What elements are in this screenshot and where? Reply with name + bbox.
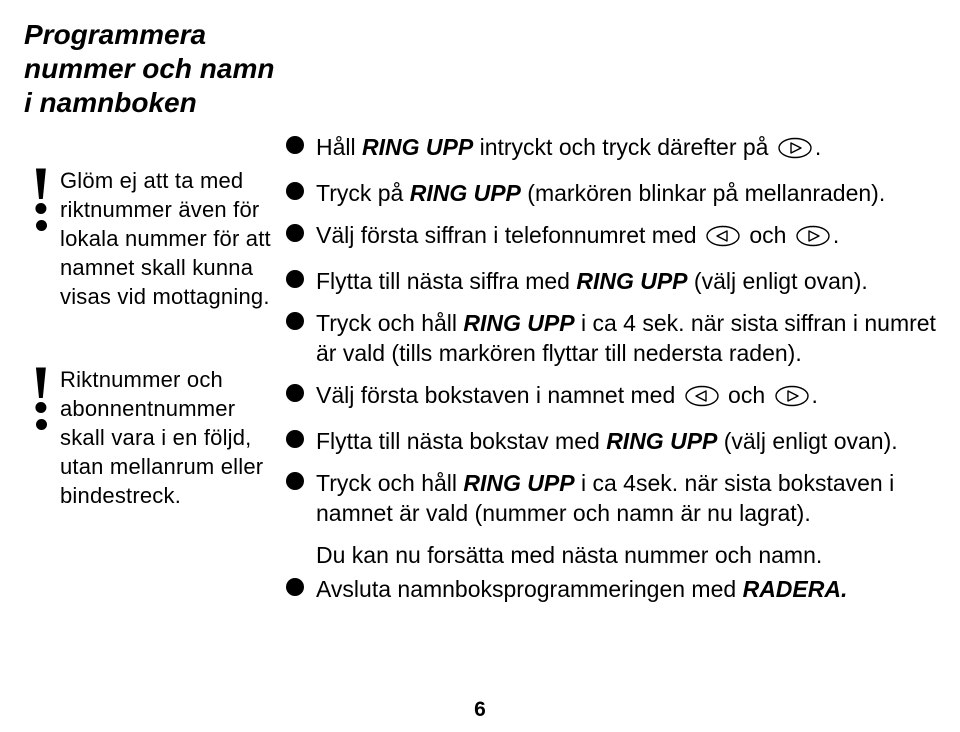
- bullet-icon: [286, 270, 304, 288]
- kw-ring-upp: RING UPP: [410, 180, 521, 206]
- page-number: 6: [0, 698, 960, 722]
- period: .: [833, 222, 839, 248]
- right-column: Håll RING UPP intryckt och tryck därefte…: [286, 132, 936, 616]
- bullet-icon: [286, 224, 304, 242]
- item-text: Tryck och håll RING UPP i ca 4sek. när s…: [316, 468, 936, 528]
- bullet-icon: [286, 182, 304, 200]
- bullet-icon: [286, 384, 304, 402]
- item-text: Avsluta namnboksprogrammeringen med RADE…: [316, 574, 847, 604]
- kw-ring-upp: RING UPP: [463, 310, 574, 336]
- list-item: Flytta till nästa bokstav med RING UPP (…: [286, 426, 936, 456]
- bullet-icon: [286, 136, 304, 154]
- txt: Tryck och håll: [316, 470, 463, 496]
- right-button-icon: [777, 136, 813, 166]
- period: .: [815, 134, 821, 160]
- right-button-icon: [795, 224, 831, 254]
- note-1: ! Glöm ej att ta med riktnummer även för…: [24, 166, 286, 311]
- columns: ! Glöm ej att ta med riktnummer även för…: [24, 132, 936, 616]
- txt: Flytta till nästa bokstav med: [316, 428, 606, 454]
- exclaim-stem: !: [24, 365, 58, 413]
- bullet-icon: [286, 312, 304, 330]
- exclaim-icon: !: [24, 166, 58, 236]
- kw-ring-upp: RING UPP: [576, 268, 687, 294]
- txt: (välj enligt ovan).: [717, 428, 897, 454]
- exclaim-stem: !: [24, 166, 58, 214]
- list-item: Flytta till nästa siffra med RING UPP (v…: [286, 266, 936, 296]
- item-text: Flytta till nästa siffra med RING UPP (v…: [316, 266, 868, 296]
- bullet-icon: [286, 472, 304, 490]
- txt: Avsluta namnboksprogrammeringen med: [316, 576, 743, 602]
- item-text: Välj första siffran i telefonnumret med …: [316, 220, 839, 254]
- note-2: ! Riktnummer och abonnentnummer skall va…: [24, 365, 286, 510]
- item-text: Håll RING UPP intryckt och tryck därefte…: [316, 132, 821, 166]
- txt: (markören blinkar på mellanraden).: [521, 180, 885, 206]
- txt: Välj första bokstaven i namnet med: [316, 382, 682, 408]
- txt: Håll: [316, 134, 362, 160]
- item-text: Välj första bokstaven i namnet med och .: [316, 380, 818, 414]
- item-text-cont: Du kan nu forsätta med nästa nummer och …: [316, 540, 936, 570]
- list-item: Välj första bokstaven i namnet med och .: [286, 380, 936, 414]
- txt: Flytta till nästa siffra med: [316, 268, 576, 294]
- kw-ring-upp: RING UPP: [606, 428, 717, 454]
- list-item: Tryck och håll RING UPP i ca 4sek. när s…: [286, 468, 936, 528]
- bullet-icon: [286, 578, 304, 596]
- page: Programmera nummer och namn i namnboken …: [0, 0, 960, 732]
- left-column: ! Glöm ej att ta med riktnummer även för…: [24, 132, 286, 564]
- exclaim-dot: [36, 419, 47, 430]
- txt: intryckt och tryck därefter på: [473, 134, 775, 160]
- txt: Välj första siffran i telefonnumret med: [316, 222, 703, 248]
- txt: och: [722, 382, 772, 408]
- period: .: [812, 382, 818, 408]
- txt: (välj enligt ovan).: [688, 268, 868, 294]
- txt: och: [743, 222, 793, 248]
- bullet-icon: [286, 430, 304, 448]
- exclaim-dot: [36, 220, 47, 231]
- list-item: Tryck på RING UPP (markören blinkar på m…: [286, 178, 936, 208]
- list-item: Välj första siffran i telefonnumret med …: [286, 220, 936, 254]
- page-title: Programmera nummer och namn i namnboken: [24, 18, 936, 120]
- right-button-icon: [774, 384, 810, 414]
- txt: Tryck och håll: [316, 310, 463, 336]
- kw-radera: RADERA.: [743, 576, 848, 602]
- item-text: Tryck och håll RING UPP i ca 4 sek. när …: [316, 308, 936, 368]
- txt: Tryck på: [316, 180, 410, 206]
- left-button-icon: [705, 224, 741, 254]
- item-text: Tryck på RING UPP (markören blinkar på m…: [316, 178, 885, 208]
- left-button-icon: [684, 384, 720, 414]
- note-1-text: Glöm ej att ta med riktnummer även för l…: [58, 166, 286, 311]
- item-text: Flytta till nästa bokstav med RING UPP (…: [316, 426, 898, 456]
- kw-ring-upp: RING UPP: [463, 470, 574, 496]
- list-item: Tryck och håll RING UPP i ca 4 sek. när …: [286, 308, 936, 368]
- kw-ring-upp: RING UPP: [362, 134, 473, 160]
- list-item: Avsluta namnboksprogrammeringen med RADE…: [286, 574, 936, 604]
- exclaim-icon: !: [24, 365, 58, 435]
- list-item: Håll RING UPP intryckt och tryck därefte…: [286, 132, 936, 166]
- note-2-text: Riktnummer och abonnentnummer skall vara…: [58, 365, 286, 510]
